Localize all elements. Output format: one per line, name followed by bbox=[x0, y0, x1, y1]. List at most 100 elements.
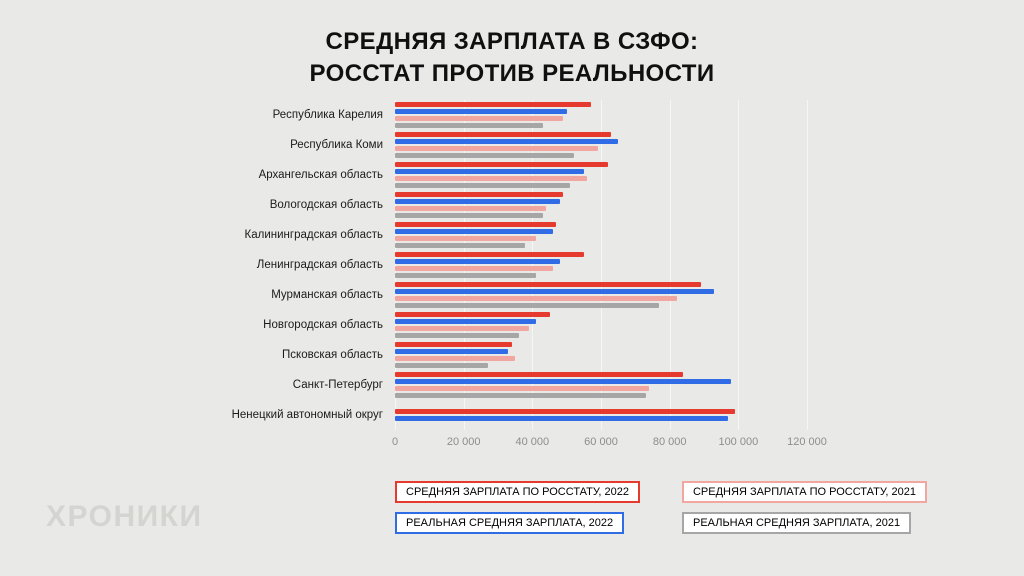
bar-rosstat-2022 bbox=[395, 282, 701, 287]
bar-group bbox=[395, 409, 807, 421]
bar-chart: Республика Карелия Республика Коми Арханге… bbox=[225, 100, 827, 452]
category-label: Санкт-Петербург bbox=[292, 379, 383, 391]
bar-rosstat-2021 bbox=[395, 236, 536, 241]
category-label: Мурманская область bbox=[271, 289, 383, 301]
category-label: Архангельская область bbox=[258, 169, 383, 181]
x-tick-label: 20 000 bbox=[446, 436, 481, 448]
category-label: Республика Карелия bbox=[272, 109, 383, 121]
chart-row: Новгородская область bbox=[225, 310, 807, 340]
bar-real-2022 bbox=[395, 416, 729, 421]
x-tick-label: 40 000 bbox=[515, 436, 550, 448]
bar-group bbox=[395, 192, 807, 218]
gridline bbox=[532, 100, 534, 430]
chart-row: Санкт-Петербург bbox=[225, 370, 807, 400]
bar-group bbox=[395, 132, 807, 158]
bar-real-2021 bbox=[395, 153, 574, 158]
bar-group bbox=[395, 342, 807, 368]
bar-real-2021 bbox=[395, 213, 543, 218]
bar-real-2021 bbox=[395, 273, 536, 278]
bar-real-2022 bbox=[395, 379, 732, 384]
gridline bbox=[601, 100, 602, 430]
khroniki-logo: ХРОНИКИ bbox=[46, 500, 203, 533]
bar-group bbox=[395, 312, 807, 338]
chart-title-line2: РОССТАТ ПРОТИВ РЕАЛЬНОСТИ bbox=[309, 60, 715, 88]
chart-row: Республика Коми bbox=[225, 130, 807, 160]
bar-real-2021 bbox=[395, 333, 519, 338]
chart-title-line1: СРЕДНЯЯ ЗАРПЛАТА В СЗФО: bbox=[325, 28, 699, 55]
bar-rosstat-2021 bbox=[395, 116, 564, 121]
category-label: Калининградская область bbox=[244, 229, 383, 241]
chart-row: Мурманская область bbox=[225, 280, 807, 310]
x-tick-label: 120 000 bbox=[787, 436, 827, 448]
bar-real-2022 bbox=[395, 289, 715, 294]
chart-row: Ненецкий автономный округ bbox=[225, 400, 807, 430]
bar-rosstat-2021 bbox=[395, 206, 547, 211]
bar-real-2022 bbox=[395, 109, 567, 114]
bar-group bbox=[395, 282, 807, 308]
bar-real-2022 bbox=[395, 229, 553, 234]
legend-item-real-2022: РЕАЛЬНАЯ СРЕДНЯЯ ЗАРПЛАТА, 2022 bbox=[395, 512, 625, 534]
legend-item-rosstat-2022: СРЕДНЯЯ ЗАРПЛАТА ПО РОССТАТУ, 2022 bbox=[395, 481, 640, 503]
bar-real-2021 bbox=[395, 183, 571, 188]
x-tick-label: 80 000 bbox=[652, 436, 687, 448]
gridlines bbox=[395, 100, 808, 430]
bar-real-2021 bbox=[395, 363, 488, 368]
bar-rosstat-2022 bbox=[395, 252, 584, 257]
bar-real-2021 bbox=[395, 303, 660, 308]
bar-rosstat-2022 bbox=[395, 102, 591, 107]
bar-real-2022 bbox=[395, 169, 584, 174]
bar-rosstat-2021 bbox=[395, 266, 553, 271]
category-label: Ненецкий автономный округ bbox=[231, 409, 383, 421]
bar-real-2021 bbox=[395, 243, 526, 248]
bar-group bbox=[395, 102, 807, 128]
bar-real-2022 bbox=[395, 259, 560, 264]
category-label: Псковская область bbox=[282, 349, 383, 361]
bar-real-2022 bbox=[395, 139, 619, 144]
bar-real-2022 bbox=[395, 319, 536, 324]
gridline bbox=[807, 100, 808, 430]
bar-real-2021 bbox=[395, 123, 543, 128]
gridline bbox=[669, 100, 671, 430]
bar-rosstat-2021 bbox=[395, 386, 650, 391]
bar-real-2022 bbox=[395, 349, 509, 354]
x-axis: 0 20 000 40 000 60 000 80 000 100 000 120 000 bbox=[391, 436, 827, 452]
bar-group bbox=[395, 222, 807, 248]
bar-rosstat-2022 bbox=[395, 222, 557, 227]
bar-group bbox=[395, 252, 807, 278]
gridline bbox=[738, 100, 740, 430]
category-label: Вологодская область bbox=[269, 199, 383, 211]
bar-rosstat-2021 bbox=[395, 326, 529, 331]
legend-item-real-2021: РЕАЛЬНАЯ СРЕДНЯЯ ЗАРПЛАТА, 2021 bbox=[681, 512, 912, 534]
bar-rosstat-2021 bbox=[395, 296, 677, 301]
category-label: Новгородская область bbox=[263, 319, 383, 331]
category-label: Ленинградская область bbox=[256, 259, 383, 271]
bar-rosstat-2022 bbox=[395, 312, 550, 317]
x-tick-label: 0 bbox=[391, 436, 399, 448]
bar-rosstat-2021 bbox=[395, 356, 516, 361]
gridline bbox=[395, 100, 396, 430]
chart-row: Ленинградская область bbox=[225, 250, 807, 280]
legend-item-rosstat-2021: СРЕДНЯЯ ЗАРПЛАТА ПО РОССТАТУ, 2021 bbox=[681, 481, 927, 503]
chart-title: СРЕДНЯЯ ЗАРПЛАТА В СЗФО: РОССТАТ ПРОТИВ … bbox=[0, 0, 1024, 91]
bar-group bbox=[395, 372, 807, 398]
category-label: Республика Коми bbox=[290, 139, 383, 151]
gridline bbox=[463, 100, 465, 430]
chart-legend: СРЕДНЯЯ ЗАРПЛАТА ПО РОССТАТУ, 2022 СРЕДНЯ… bbox=[395, 481, 927, 534]
bar-group bbox=[395, 162, 807, 188]
bar-rosstat-2022 bbox=[395, 192, 564, 197]
bar-real-2022 bbox=[395, 199, 560, 204]
chart-row: Калининградская область bbox=[225, 220, 807, 250]
chart-row: Республика Карелия bbox=[225, 100, 807, 130]
x-tick-label: 100 000 bbox=[718, 436, 759, 448]
bar-rosstat-2022 bbox=[395, 342, 512, 347]
bar-rosstat-2022 bbox=[395, 162, 608, 167]
chart-rows: Республика Карелия Республика Коми Арханге… bbox=[225, 100, 807, 430]
chart-row: Архангельская область bbox=[225, 160, 807, 190]
bar-rosstat-2022 bbox=[395, 132, 612, 137]
bar-rosstat-2022 bbox=[395, 409, 735, 414]
chart-row: Псковская область bbox=[225, 340, 807, 370]
bar-real-2021 bbox=[395, 393, 646, 398]
bar-rosstat-2021 bbox=[395, 176, 588, 181]
chart-row: Вологодская область bbox=[225, 190, 807, 220]
